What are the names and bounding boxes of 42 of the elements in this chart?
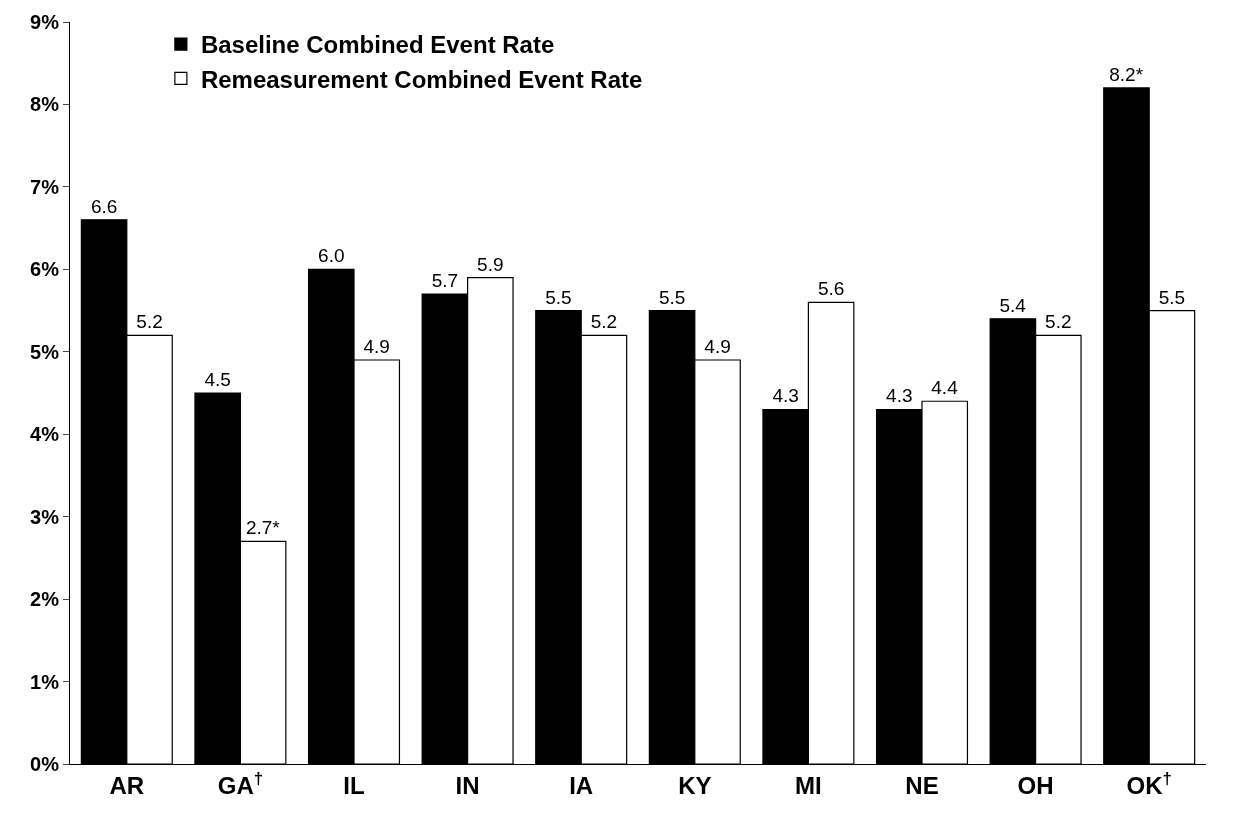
data-label: 5.6: [817, 278, 845, 300]
x-tick-label: MI: [795, 771, 822, 799]
data-label: 5.5: [545, 286, 572, 308]
data-label: 5.2: [590, 311, 618, 333]
x-tick-label: IA: [569, 771, 594, 799]
data-label: 5.5: [1158, 286, 1186, 308]
data-label: 5.9: [477, 253, 504, 275]
legend-label: Baseline Combined Event Rate: [200, 31, 555, 59]
data-label: 5.4: [999, 294, 1027, 316]
data-label: 4.9: [704, 336, 731, 358]
data-label: 4.3: [772, 385, 799, 407]
data-label: 5.2: [136, 311, 163, 333]
x-tick-label: IL: [343, 771, 365, 799]
data-label: 6.6: [90, 195, 118, 217]
x-tick-label: OK$^{†}$: [1126, 768, 1172, 799]
x-tick-label: NE: [905, 771, 939, 799]
x-tick-label: IN: [455, 771, 480, 799]
x-tick-label: OH: [1017, 771, 1054, 799]
legend-label: Remeasurement Combined Event Rate: [200, 65, 643, 93]
y-tick-label: 8%: [30, 93, 60, 116]
data-label: 4.9: [363, 336, 390, 358]
data-label: 5.7: [431, 270, 459, 292]
y-tick-label: 7%: [30, 175, 60, 198]
x-tick-label: KY: [678, 771, 712, 799]
y-tick-label: 2%: [30, 588, 60, 611]
x-tick-label: GA$^{†}$: [217, 768, 264, 799]
data-label: 4.3: [886, 385, 913, 407]
y-tick-label: 9%: [30, 11, 60, 33]
y-tick-label: 4%: [30, 423, 60, 446]
data-label: 4.5: [204, 369, 231, 390]
y-tick-label: 3%: [30, 505, 60, 528]
y-tick-label: 1%: [30, 670, 60, 693]
data-label: 6.0: [318, 245, 345, 267]
y-tick-label: 5%: [30, 340, 60, 363]
data-label: 5.2: [1045, 311, 1072, 333]
data-label: 8.2*: [1109, 63, 1144, 85]
y-tick-label: 6%: [30, 258, 60, 281]
data-label: 2.7*: [245, 517, 281, 539]
y-tick-label: 0%: [30, 753, 60, 775]
data-label: 5.5: [658, 286, 686, 308]
x-tick-label: AR: [109, 771, 145, 799]
data-label: 4.4: [931, 377, 959, 399]
